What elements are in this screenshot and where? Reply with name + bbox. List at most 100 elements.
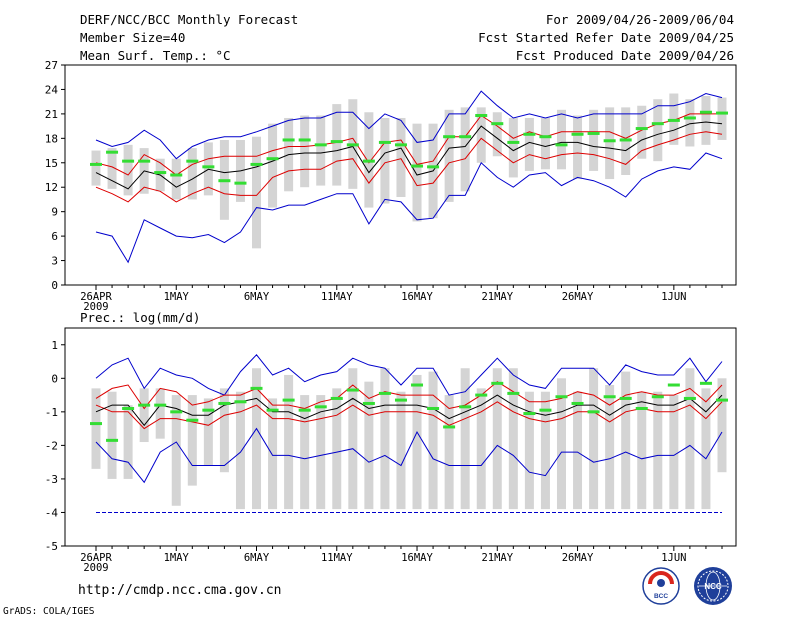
precip-variable-label: Prec.: log(mm/d) <box>80 310 200 325</box>
temperature-spread-box <box>653 99 663 162</box>
temperature-spread-box <box>316 115 326 186</box>
precipitation-y-tick-label: -5 <box>45 540 58 553</box>
temperature-observed-dash <box>154 171 167 175</box>
precipitation-y-tick-label: -3 <box>45 473 58 486</box>
precipitation-observed-dash <box>571 401 584 405</box>
precipitation-observed-dash <box>218 401 231 405</box>
precipitation-spread-box <box>460 368 470 510</box>
precipitation-observed-dash <box>603 395 616 399</box>
precipitation-series-mean <box>95 394 723 427</box>
temperature-observed-dash <box>282 138 295 142</box>
forecast-period: For 2009/04/26-2009/06/04 <box>545 12 734 27</box>
temperature-observed-dash <box>378 140 391 144</box>
precipitation-observed-dash <box>619 396 632 400</box>
precipitation-spread-box <box>364 381 374 510</box>
temperature-observed-dash <box>90 162 102 166</box>
temperature-observed-dash <box>699 110 712 114</box>
precipitation-observed-dash <box>555 395 568 399</box>
precipitation-spread-box <box>524 391 534 510</box>
temperature-observed-dash <box>170 173 183 177</box>
logos: BCC NCC <box>642 567 732 605</box>
temperature-spread-box <box>107 148 117 189</box>
temperature-observed-dash <box>186 159 199 163</box>
temperature-spread-box <box>589 109 599 171</box>
precipitation-observed-dash <box>266 408 279 412</box>
precipitation-spread-box <box>540 391 550 510</box>
temperature-observed-dash <box>202 165 215 169</box>
temperature-x-tick-sublabel: 2009 <box>83 301 108 313</box>
temperature-spread-box <box>123 144 133 196</box>
precipitation-x-tick-label: 26MAY <box>562 552 594 564</box>
temperature-spread-box <box>556 109 566 170</box>
temperature-observed-dash <box>619 138 632 142</box>
temperature-spread-box <box>412 123 422 222</box>
precipitation-x-tick-label: 16MAY <box>401 552 433 564</box>
temperature-spread-box <box>540 117 550 170</box>
precipitation-y-tick-label: -1 <box>45 406 58 419</box>
temperature-observed-dash <box>587 131 600 135</box>
temperature-observed-dash <box>683 116 696 120</box>
precipitation-observed-dash <box>330 396 343 400</box>
precipitation-spread-box <box>717 378 727 473</box>
temperature-spread-box <box>444 109 454 202</box>
temperature-x-tick-label: 6MAY <box>244 291 270 303</box>
temperature-y-tick-label: 15 <box>45 157 58 170</box>
temperature-spread-box <box>701 95 711 145</box>
precipitation-observed-dash <box>716 398 728 402</box>
precipitation-observed-dash <box>507 391 520 395</box>
temperature-observed-dash <box>411 164 424 168</box>
temperature-spread-box <box>573 115 583 180</box>
precipitation-y-tick-label: -2 <box>45 439 58 452</box>
temperature-observed-dash <box>443 135 456 139</box>
temperature-observed-dash <box>635 127 648 131</box>
precipitation-spread-box <box>412 374 422 510</box>
temperature-observed-dash <box>716 111 728 115</box>
temperature-y-tick-label: 0 <box>51 279 58 292</box>
precipitation-observed-dash <box>186 418 199 422</box>
precipitation-observed-dash <box>635 406 648 410</box>
precipitation-spread-box <box>139 388 149 443</box>
precipitation-spread-box <box>316 395 326 510</box>
temperature-y-tick-label: 6 <box>51 230 58 243</box>
precipitation-observed-dash <box>170 410 183 414</box>
temperature-observed-dash <box>667 118 680 122</box>
precipitation-spread-box <box>203 398 213 466</box>
precipitation-spread-box <box>332 388 342 510</box>
precipitation-observed-dash <box>346 388 359 392</box>
temperature-y-tick-label: 12 <box>45 181 58 194</box>
precipitation-spread-box <box>589 368 599 510</box>
temperature-y-tick-label: 18 <box>45 132 58 145</box>
temperature-observed-dash <box>298 138 311 142</box>
temperature-observed-dash <box>459 135 472 139</box>
precipitation-spread-box <box>348 368 358 510</box>
precipitation-observed-dash <box>362 401 375 405</box>
precipitation-observed-dash <box>90 422 102 426</box>
precipitation-spread-box <box>219 388 229 473</box>
temperature-spread-box <box>524 117 534 171</box>
precipitation-observed-dash <box>122 406 135 410</box>
temperature-x-tick-label: 16MAY <box>401 291 433 303</box>
precipitation-observed-dash <box>683 396 696 400</box>
precipitation-observed-dash <box>699 381 712 385</box>
precipitation-observed-dash <box>539 408 552 412</box>
temperature-x-tick-label: 26APR <box>80 291 112 303</box>
precipitation-spread-box <box>444 395 454 510</box>
precipitation-y-tick-label: -4 <box>45 506 59 519</box>
temperature-y-tick-label: 24 <box>45 83 59 96</box>
precipitation-series-lower <box>95 401 723 430</box>
precipitation-series-min <box>95 427 723 484</box>
temperature-y-tick-label: 21 <box>45 108 58 121</box>
precipitation-x-tick-label: 21MAY <box>481 552 513 564</box>
precipitation-spread-box <box>492 368 502 510</box>
precipitation-observed-dash <box>282 398 295 402</box>
temperature-spread-box <box>187 148 197 200</box>
precipitation-observed-dash <box>298 408 311 412</box>
precipitation-observed-dash <box>459 405 472 409</box>
precipitation-observed-dash <box>523 412 536 416</box>
source-url: http://cmdp.ncc.cma.gov.cn <box>78 583 282 598</box>
precipitation-spread-box <box>685 368 695 510</box>
temperature-spread-box <box>268 123 278 208</box>
temperature-spread-box <box>508 117 518 178</box>
temperature-spread-box <box>252 136 262 249</box>
precipitation-spread-box <box>171 395 181 506</box>
